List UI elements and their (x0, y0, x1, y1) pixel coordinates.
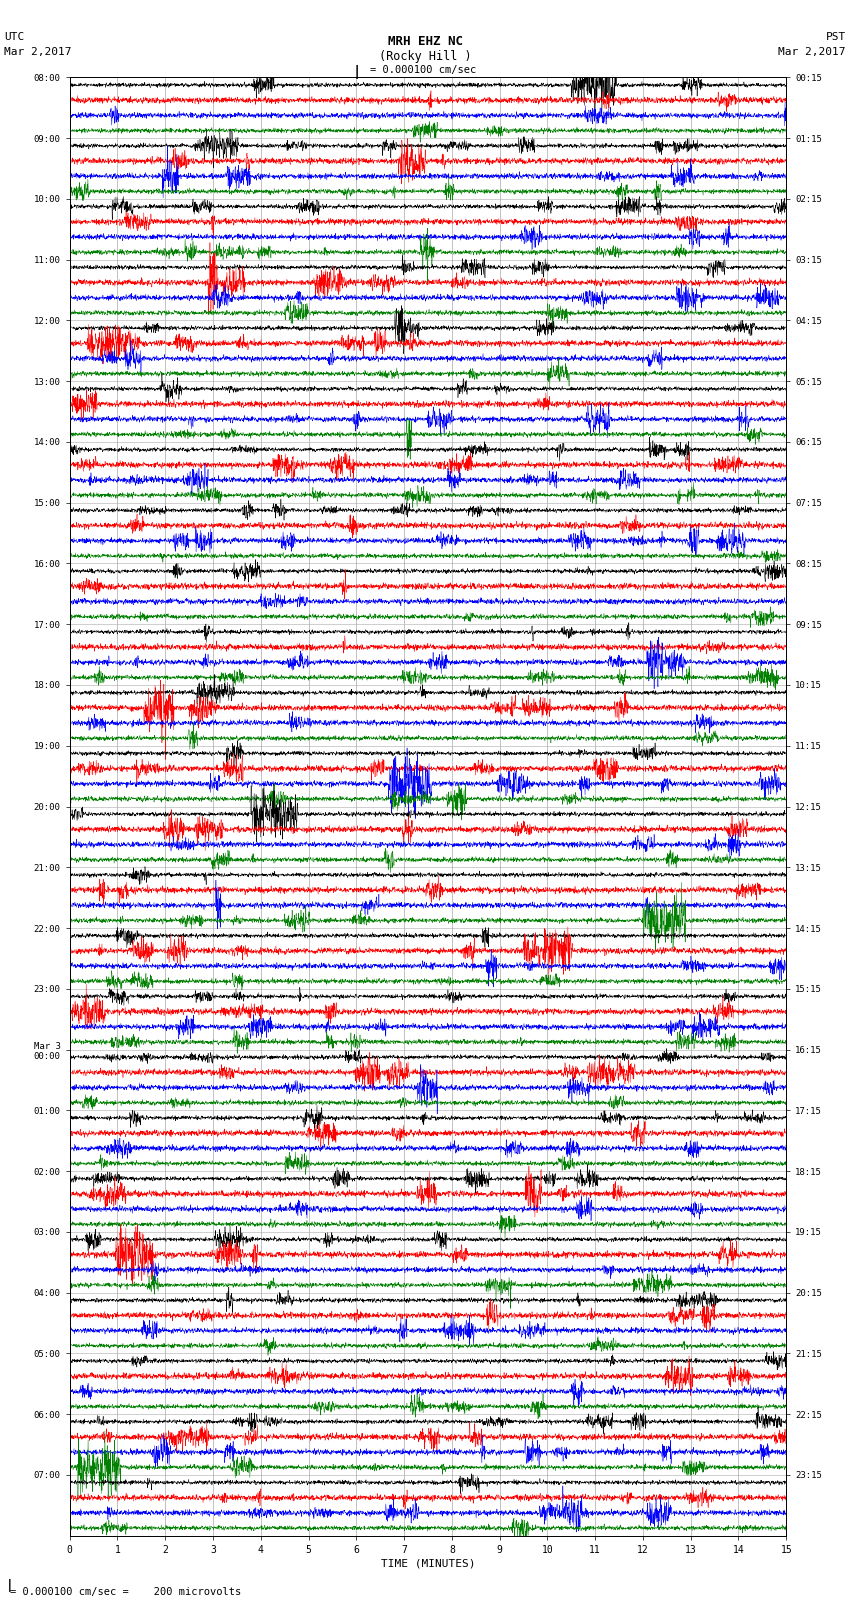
Text: Mar 2,2017: Mar 2,2017 (779, 47, 846, 56)
Text: MRH EHZ NC: MRH EHZ NC (388, 35, 462, 48)
Text: UTC: UTC (4, 32, 25, 42)
Text: = 0.000100 cm/sec =    200 microvolts: = 0.000100 cm/sec = 200 microvolts (10, 1587, 241, 1597)
Text: Mar 2,2017: Mar 2,2017 (4, 47, 71, 56)
Text: |: | (6, 1579, 14, 1592)
X-axis label: TIME (MINUTES): TIME (MINUTES) (381, 1558, 475, 1569)
Text: PST: PST (825, 32, 846, 42)
Text: |: | (353, 65, 361, 79)
Text: = 0.000100 cm/sec: = 0.000100 cm/sec (370, 65, 476, 74)
Text: (Rocky Hill ): (Rocky Hill ) (379, 50, 471, 63)
